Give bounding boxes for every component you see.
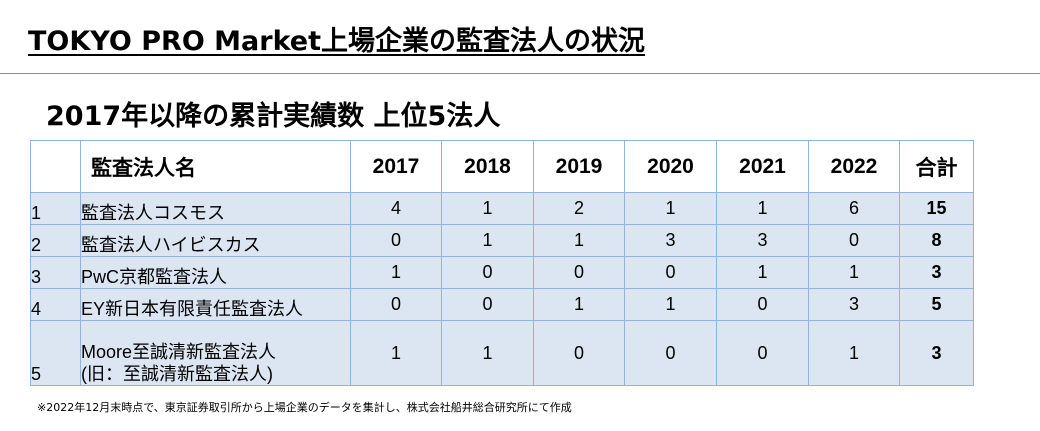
footnote: ※2022年12月末時点で、東京証券取引所から上場企業のデータを集計し、株式会社… (37, 401, 572, 414)
page-title: TOKYO PRO Market上場企業の監査法人の状況 (28, 26, 646, 57)
table-row: 4 EY新日本有限責任監査法人 0 0 1 1 0 3 5 (30, 288, 974, 321)
value-cell: 0 (533, 256, 625, 289)
value-cell: 3 (624, 224, 717, 257)
firm-name-cell: Moore至誠清新監査法人 (旧：至誠清新監査法人) (80, 320, 351, 386)
title-divider (0, 73, 1040, 74)
value-cell: 1 (624, 192, 717, 225)
value-cell: 1 (716, 256, 809, 289)
total-cell: 3 (899, 256, 974, 289)
value-cell: 1 (441, 320, 534, 386)
table-row: 5 Moore至誠清新監査法人 (旧：至誠清新監査法人) 1 1 0 0 0 1 … (30, 320, 974, 386)
value-cell: 1 (716, 192, 809, 225)
value-cell: 0 (441, 256, 534, 289)
value-cell: 2 (533, 192, 625, 225)
value-cell: 1 (441, 192, 534, 225)
header-2017: 2017 (350, 140, 442, 193)
value-cell: 0 (533, 320, 625, 386)
value-cell: 4 (350, 192, 442, 225)
value-cell: 1 (350, 320, 442, 386)
firm-name-cell: PwC京都監査法人 (80, 256, 351, 289)
header-2018: 2018 (441, 140, 534, 193)
rank-cell: 2 (30, 224, 81, 257)
value-cell: 0 (350, 288, 442, 321)
firm-name-cell: EY新日本有限責任監査法人 (80, 288, 351, 321)
section-subtitle: 2017年以降の累計実績数 上位5法人 (46, 101, 501, 132)
value-cell: 1 (624, 288, 717, 321)
value-cell: 0 (808, 224, 900, 257)
total-cell: 5 (899, 288, 974, 321)
firm-former-name-line: (旧：至誠清新監査法人) (81, 364, 273, 384)
header-2021: 2021 (716, 140, 809, 193)
value-cell: 1 (808, 320, 900, 386)
value-cell: 1 (533, 288, 625, 321)
value-cell: 0 (624, 256, 717, 289)
total-cell: 15 (899, 192, 974, 225)
total-cell: 8 (899, 224, 974, 257)
total-cell: 3 (899, 320, 974, 386)
value-cell: 0 (716, 288, 809, 321)
value-cell: 3 (808, 288, 900, 321)
audit-firm-table: 監査法人名 2017 2018 2019 2020 2021 2022 合計 1… (30, 140, 974, 386)
table-row: 3 PwC京都監査法人 1 0 0 0 1 1 3 (30, 256, 974, 289)
header-rank (30, 140, 81, 193)
value-cell: 1 (808, 256, 900, 289)
rank-cell: 4 (30, 288, 81, 321)
value-cell: 1 (441, 224, 534, 257)
header-total: 合計 (899, 140, 974, 193)
rank-cell: 1 (30, 192, 81, 225)
header-firm-name: 監査法人名 (80, 140, 351, 193)
header-2020: 2020 (624, 140, 717, 193)
value-cell: 0 (624, 320, 717, 386)
rank-cell: 5 (30, 320, 81, 386)
header-2022: 2022 (808, 140, 900, 193)
firm-name-cell: 監査法人ハイビスカス (80, 224, 351, 257)
value-cell: 0 (441, 288, 534, 321)
table-row: 1 監査法人コスモス 4 1 2 1 1 6 15 (30, 192, 974, 225)
value-cell: 0 (716, 320, 809, 386)
table-row: 2 監査法人ハイビスカス 0 1 1 3 3 0 8 (30, 224, 974, 257)
value-cell: 3 (716, 224, 809, 257)
value-cell: 1 (533, 224, 625, 257)
value-cell: 6 (808, 192, 900, 225)
value-cell: 1 (350, 256, 442, 289)
firm-name-line: Moore至誠清新監査法人 (81, 342, 277, 362)
rank-cell: 3 (30, 256, 81, 289)
table-header-row: 監査法人名 2017 2018 2019 2020 2021 2022 合計 (30, 140, 974, 193)
header-2019: 2019 (533, 140, 625, 193)
firm-name-cell: 監査法人コスモス (80, 192, 351, 225)
value-cell: 0 (350, 224, 442, 257)
